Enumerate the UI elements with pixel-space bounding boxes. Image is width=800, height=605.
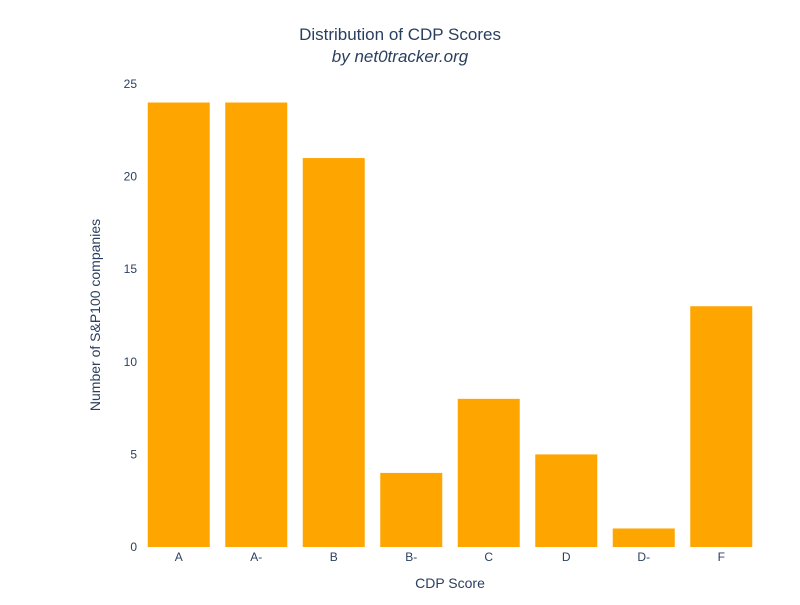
bar-d[interactable] — [535, 454, 598, 547]
y-tick-label: 20 — [124, 170, 138, 184]
y-tick-label: 0 — [130, 540, 137, 554]
x-tick-label: C — [484, 550, 493, 564]
bar-c[interactable] — [457, 398, 520, 547]
bars — [147, 102, 753, 548]
x-tick-label: A- — [250, 550, 262, 564]
x-tick-label: A — [175, 550, 183, 564]
x-tick-label: D — [562, 550, 571, 564]
bar-d-minus[interactable] — [612, 528, 675, 547]
y-tick-label: 5 — [130, 447, 137, 461]
bar-b-minus[interactable] — [380, 472, 443, 547]
y-tick-label: 25 — [124, 77, 138, 91]
x-axis-title: CDP Score — [415, 575, 485, 591]
x-tick-label: B- — [405, 550, 417, 564]
x-tick-label: D- — [637, 550, 650, 564]
chart-title: Distribution of CDP Scores — [299, 25, 501, 44]
y-tick-label: 15 — [124, 262, 138, 276]
bar-f[interactable] — [690, 306, 753, 547]
x-axis: A A- B B- C D D- F — [175, 550, 725, 564]
y-axis-title: Number of S&P100 companies — [87, 219, 103, 411]
bar-a-minus[interactable] — [225, 102, 288, 548]
x-tick-label: F — [718, 550, 725, 564]
chart-subtitle: by net0tracker.org — [332, 47, 469, 66]
bar-b[interactable] — [302, 158, 365, 547]
x-tick-label: B — [330, 550, 338, 564]
y-axis: 0 5 10 15 20 25 — [124, 77, 138, 554]
bar-a[interactable] — [147, 102, 210, 548]
y-tick-label: 10 — [124, 355, 138, 369]
